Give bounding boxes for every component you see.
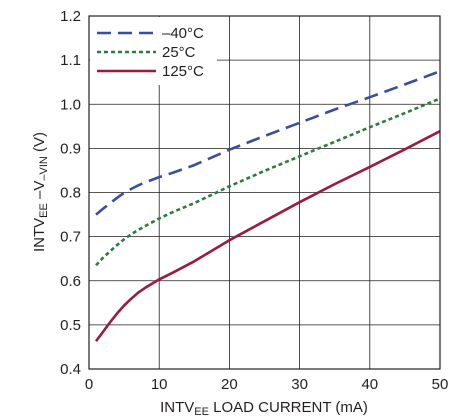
y-tick-label: 0.8 [60, 185, 81, 202]
series-line-0 [95, 69, 441, 216]
y-tick-label: 1.2 [60, 8, 81, 25]
legend-label-1: 25°C [162, 44, 196, 61]
y-tick-labels: 0.4 0.5 0.6 0.7 0.8 0.9 1.0 1.1 1.2 [60, 8, 81, 378]
y-tick-label: 0.9 [60, 140, 81, 157]
x-tick-labels: 0 10 20 30 40 50 [85, 376, 449, 393]
x-tick-label: 10 [151, 376, 168, 393]
y-tick-label: 0.6 [60, 273, 81, 290]
y-tick-label: 0.5 [60, 317, 81, 334]
y-tick-label: 0.7 [60, 229, 81, 246]
x-tick-label: 20 [221, 376, 238, 393]
y-tick-label: 1.0 [60, 96, 81, 113]
y-tick-label: 1.1 [60, 52, 81, 69]
y-axis-title: INTVEE –V–VIN (V) [31, 132, 50, 252]
x-tick-label: 50 [432, 376, 449, 393]
x-tick-label: 40 [361, 376, 378, 393]
x-tick-label: 0 [85, 376, 93, 393]
plot-frame [88, 15, 441, 370]
legend: –40°C 25°C 125°C [90, 17, 217, 85]
x-tick-label: 30 [291, 376, 308, 393]
series-line-1 [95, 97, 441, 267]
x-axis-title: INTVEE LOAD CURRENT (mA) [160, 399, 368, 418]
grid [89, 16, 440, 369]
legend-label-2: 125°C [162, 63, 204, 80]
series-layer [94, 69, 441, 342]
legend-label-0: –40°C [162, 25, 204, 42]
series-line-2 [94, 130, 441, 342]
y-tick-label: 0.4 [60, 361, 81, 378]
